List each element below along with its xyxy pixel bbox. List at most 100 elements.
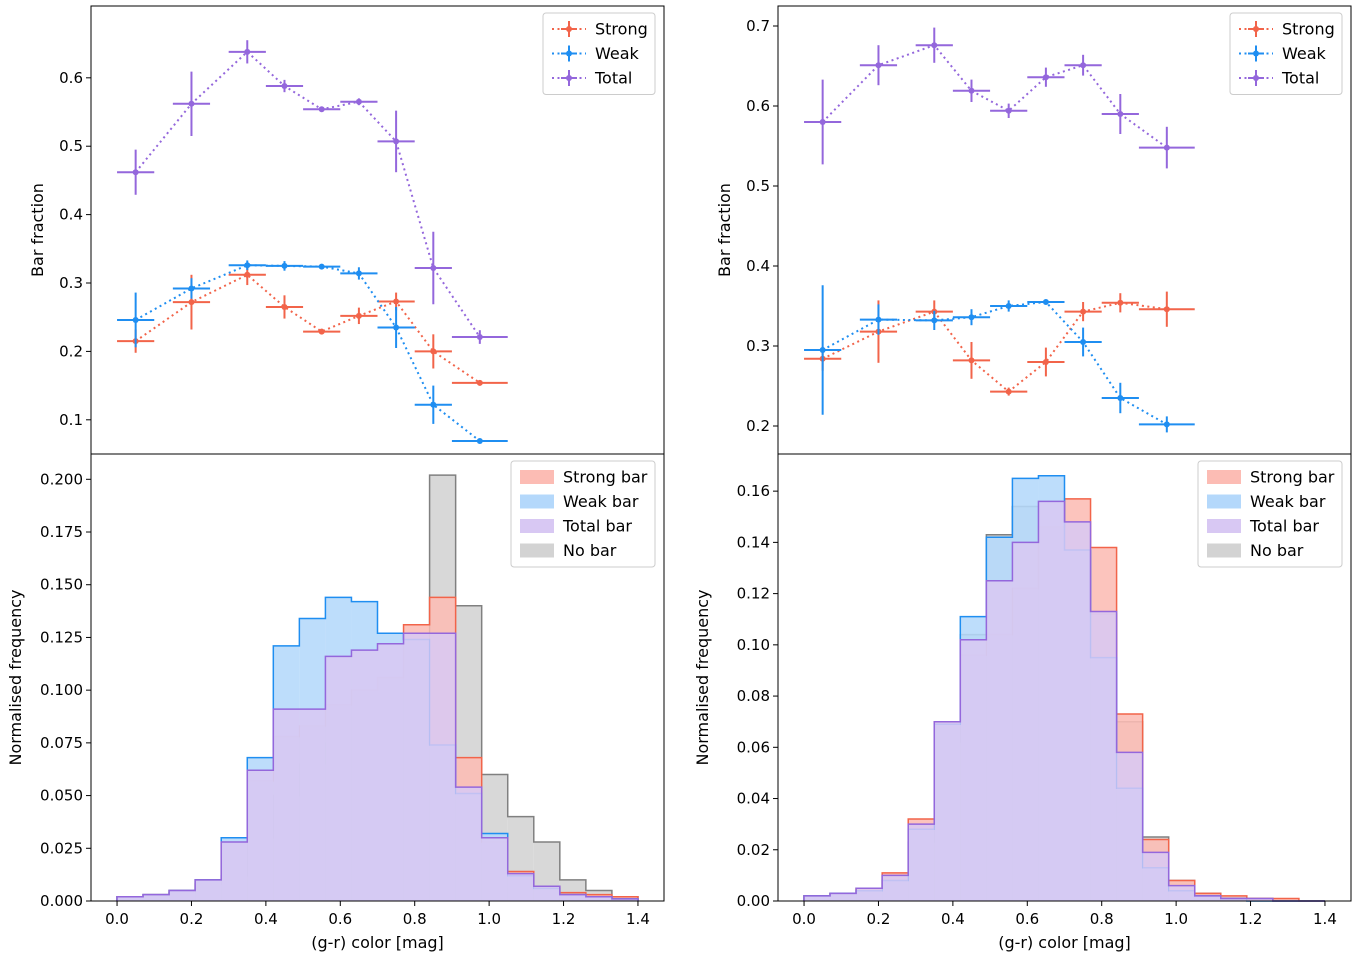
legend-label: Total bar [562, 517, 632, 536]
data-point [819, 119, 826, 125]
data-point [1163, 306, 1170, 313]
histogram-bar [934, 721, 961, 901]
x-tick-label: 0.6 [1015, 910, 1039, 928]
data-point [1163, 421, 1170, 428]
data-point [1080, 62, 1087, 69]
legend-marker [566, 26, 572, 32]
data-point [393, 324, 400, 331]
histogram-bar [986, 580, 1013, 901]
data-point [318, 263, 325, 270]
line-series [804, 285, 1195, 433]
data-point [1080, 339, 1087, 345]
data-point [476, 334, 483, 341]
histogram-bar [908, 824, 935, 901]
legend: Strong bar Weak bar Total bar No bar [1197, 460, 1343, 568]
histogram-bar [377, 643, 404, 901]
legend-item: Total [552, 69, 632, 88]
data-point [318, 328, 325, 335]
y-axis-label: Normalised frequency [6, 589, 25, 765]
right-bottom-panel: 0.00 0.02 0.04 0.06 0.08 0.10 0.12 0.14 0.16 0.0 0… [693, 453, 1352, 952]
data-point [244, 271, 251, 278]
y-tick-label: 0.050 [40, 787, 83, 805]
legend-swatch [520, 470, 554, 484]
y-tick-label: 0.200 [40, 470, 83, 488]
data-point [476, 379, 483, 386]
x-tick-label: 0.2 [180, 910, 204, 928]
histogram-bar [507, 873, 534, 901]
legend-item: Weak bar [520, 492, 639, 511]
data-point [355, 270, 362, 277]
legend-item: Strong [552, 20, 648, 39]
histogram-bar [429, 633, 456, 901]
legend-swatch [1207, 519, 1241, 533]
data-point [1042, 74, 1049, 81]
line-series [117, 40, 508, 344]
data-point [476, 438, 483, 445]
data-point [355, 312, 362, 319]
histogram-bar [325, 656, 352, 901]
histogram-bar [856, 888, 883, 901]
x-axis-label: (g-r) color [mag] [311, 933, 444, 952]
histogram-bar [585, 896, 612, 901]
data-point [968, 314, 975, 321]
histogram-series [116, 632, 639, 901]
data-point [188, 100, 195, 107]
legend-label: Strong [595, 20, 648, 39]
series-line [135, 264, 481, 442]
histogram-bar [221, 841, 248, 901]
data-point [244, 262, 251, 269]
legend: Strong Weak Total [542, 12, 656, 95]
data-point [819, 347, 826, 353]
histogram-bar [247, 770, 274, 901]
histogram-bar [1090, 611, 1117, 901]
data-point [244, 48, 251, 55]
y-tick-label: 0.2 [746, 417, 770, 435]
x-tick-label: 1.4 [626, 910, 650, 928]
data-point [1005, 303, 1012, 309]
histogram-bar [169, 890, 196, 901]
legend-item: Weak bar [1207, 492, 1326, 511]
axes-frame [90, 453, 665, 902]
plot-area [803, 475, 1325, 902]
x-tick-label: 0.4 [254, 910, 278, 928]
data-point [393, 138, 400, 145]
histogram-bar [1142, 852, 1169, 901]
legend-box [542, 12, 656, 95]
histogram-bar [1012, 542, 1039, 901]
legend-item: Weak [552, 44, 640, 63]
x-tick-label: 0.6 [328, 910, 352, 928]
histogram-bar [1116, 752, 1143, 901]
legend-swatch [520, 519, 554, 533]
legend-item: Weak [1239, 44, 1327, 63]
data-point [430, 348, 437, 355]
series-line [821, 44, 1168, 149]
y-tick-label: 0.2 [59, 342, 83, 360]
x-tick-label: 0.8 [1090, 910, 1114, 928]
x-tick-label: 1.4 [1313, 910, 1337, 928]
y-tick-label: 0.4 [746, 257, 770, 275]
histogram-bar [882, 875, 909, 901]
legend-swatch [1207, 470, 1241, 484]
legend-item: Total bar [520, 517, 632, 536]
legend-label: Weak [1282, 44, 1327, 63]
line-series [117, 264, 508, 386]
histogram-outline [116, 632, 639, 901]
data-point [1117, 395, 1124, 401]
histogram-bar [611, 898, 638, 901]
y-tick-label: 0.4 [59, 206, 83, 224]
legend-item: Strong [1239, 20, 1335, 39]
x-tick-label: 1.0 [477, 910, 501, 928]
x-tick-label: 0.0 [105, 910, 129, 928]
data-point [188, 285, 195, 292]
legend-label: Weak bar [563, 492, 639, 511]
data-point [132, 316, 139, 323]
y-tick-label: 0.6 [746, 97, 770, 115]
data-point [1042, 299, 1049, 305]
legend-marker [566, 50, 572, 57]
legend-swatch [520, 543, 554, 558]
plot-area [116, 474, 639, 901]
data-point [1005, 388, 1012, 395]
data-point [1042, 359, 1049, 365]
y-tick-label: 0.5 [746, 177, 770, 195]
